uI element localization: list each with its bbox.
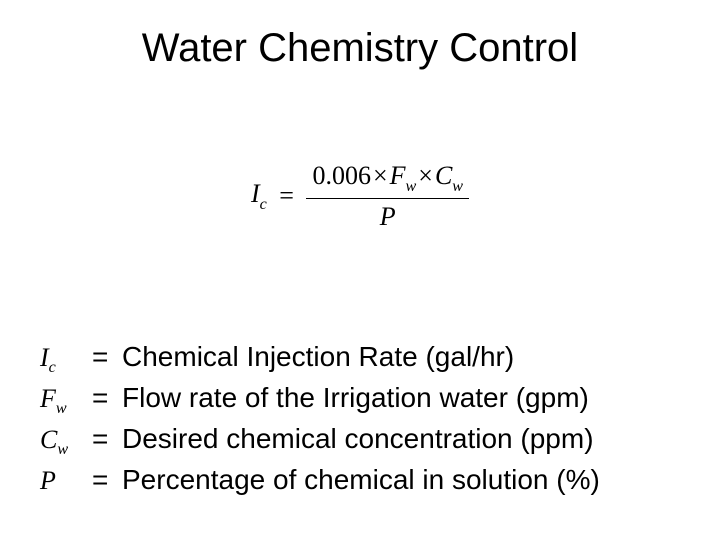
definition-desc: Flow rate of the Irrigation water (gpm) — [122, 379, 589, 417]
definition-symbol: Cw — [40, 422, 92, 461]
formula-fraction: 0.006×Fw×Cw P — [306, 160, 469, 232]
page-title: Water Chemistry Control — [0, 26, 720, 71]
definition-equals: = — [92, 338, 122, 376]
definition-symbol: Ic — [40, 340, 92, 379]
definition-symbol: P — [40, 463, 92, 502]
formula-numerator: 0.006×Fw×Cw — [306, 160, 469, 199]
multiply-icon: × — [373, 161, 388, 190]
definition-row: Fw = Flow rate of the Irrigation water (… — [40, 379, 600, 420]
constant: 0.006 — [312, 161, 371, 190]
term2-sub: w — [406, 178, 417, 195]
formula-denominator: P — [306, 199, 469, 232]
definition-symbol: Fw — [40, 381, 92, 420]
multiply-icon: × — [418, 161, 433, 190]
definition-row: Ic = Chemical Injection Rate (gal/hr) — [40, 338, 600, 379]
formula-lhs: Ic — [251, 179, 267, 213]
definition-equals: = — [92, 379, 122, 417]
definition-row: Cw = Desired chemical concentration (ppm… — [40, 420, 600, 461]
definitions-list: Ic = Chemical Injection Rate (gal/hr) Fw… — [40, 338, 600, 502]
denominator-var: P — [380, 202, 396, 231]
formula: Ic = 0.006×Fw×Cw P — [0, 160, 720, 232]
definition-desc: Percentage of chemical in solution (%) — [122, 461, 600, 499]
lhs-var: I — [251, 179, 260, 208]
definition-desc: Chemical Injection Rate (gal/hr) — [122, 338, 514, 376]
term3-sub: w — [452, 178, 463, 195]
definition-row: P = Percentage of chemical in solution (… — [40, 461, 600, 502]
term3-var: C — [435, 161, 452, 190]
definition-equals: = — [92, 461, 122, 499]
term2-var: F — [390, 161, 406, 190]
definition-equals: = — [92, 420, 122, 458]
lhs-sub: c — [260, 196, 267, 213]
definition-desc: Desired chemical concentration (ppm) — [122, 420, 594, 458]
equals-sign: = — [279, 181, 294, 211]
